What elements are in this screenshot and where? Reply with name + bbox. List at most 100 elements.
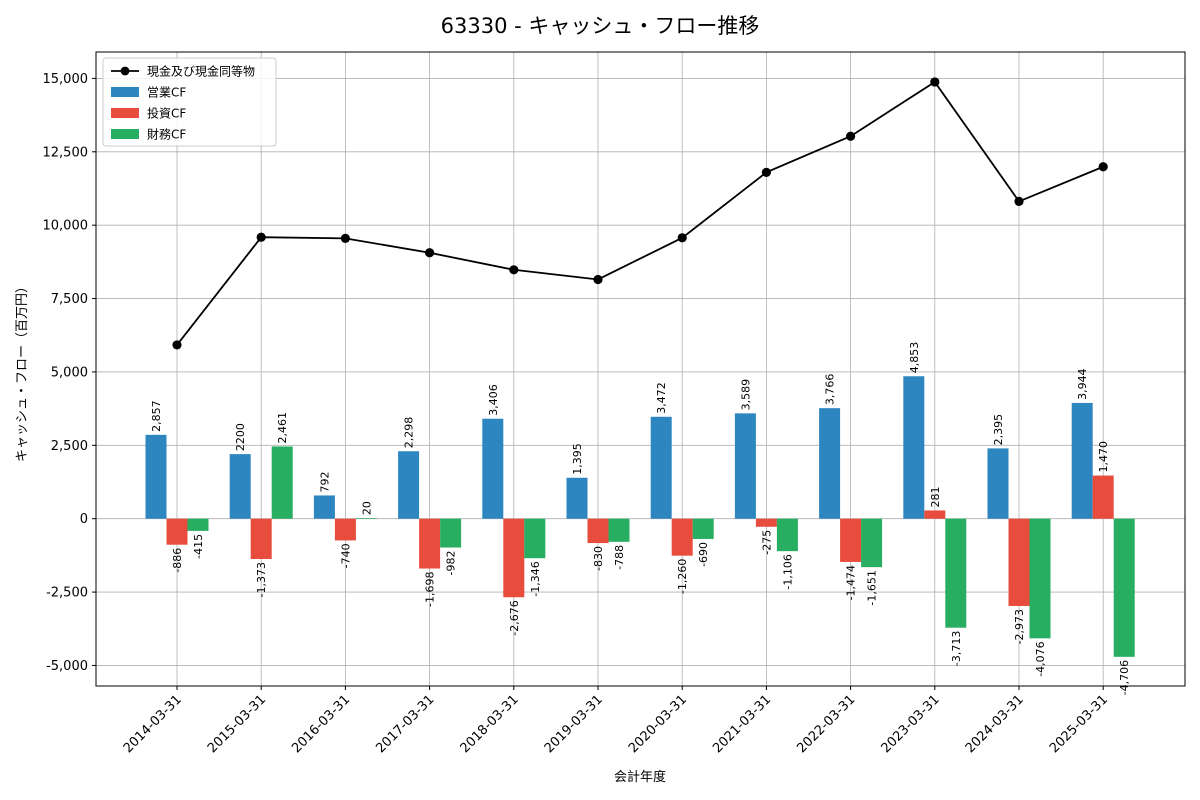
bar-operating-cf	[987, 448, 1009, 519]
cash-line-point	[761, 167, 772, 177]
cash-line-point	[593, 274, 603, 285]
bar-label-financing-cf: -1,651	[866, 570, 879, 605]
bar-label-investing-cf: -1,698	[424, 572, 437, 607]
bar-operating-cf	[566, 477, 588, 519]
bars	[145, 376, 1135, 657]
x-tick-label: 2018-03-31	[458, 692, 522, 756]
bar-financing-cf	[271, 446, 293, 519]
bar-label-operating-cf: 3,406	[487, 384, 500, 416]
legend-entry: 投資CF	[147, 106, 186, 121]
cash-line-point	[256, 232, 266, 242]
bar-label-financing-cf: -415	[192, 534, 205, 559]
bar-label-financing-cf: 20	[360, 501, 373, 515]
x-tick-label: 2024-03-31	[963, 692, 1027, 756]
bar-financing-cf	[524, 518, 546, 559]
cash-line-path	[176, 80, 1104, 346]
bar-financing-cf	[861, 518, 883, 568]
cash-line-point	[172, 340, 182, 350]
bar-investing-cf	[503, 518, 525, 598]
bar-financing-cf	[1113, 518, 1135, 657]
bar-operating-cf	[819, 408, 841, 519]
bar-label-operating-cf: 2200	[234, 423, 247, 451]
bar-financing-cf	[692, 518, 714, 539]
bar-operating-cf	[229, 454, 251, 519]
bar-investing-cf	[755, 518, 777, 527]
legend-entry: 営業CF	[147, 86, 186, 100]
x-tick-label: 2017-03-31	[373, 692, 437, 756]
y-tick-label: 7,500	[51, 292, 88, 307]
bar-operating-cf	[398, 451, 420, 519]
x-tick-label: 2016-03-31	[289, 692, 353, 756]
bar-label-investing-cf: -1,474	[845, 565, 858, 600]
bar-financing-cf	[1029, 518, 1051, 639]
cash-line	[172, 77, 1108, 350]
bar-label-investing-cf: -830	[592, 546, 605, 571]
legend-box	[102, 57, 277, 147]
bar-operating-cf	[145, 434, 167, 519]
x-tick-label: 2019-03-31	[542, 692, 606, 756]
cash-line-point	[1014, 196, 1024, 207]
bar-label-investing-cf: 1,470	[1097, 441, 1110, 473]
y-tick-label: -5,000	[46, 659, 88, 674]
bar-label-financing-cf: -982	[445, 551, 458, 576]
bar-label-investing-cf: -1,373	[255, 562, 268, 597]
x-tick-label: 2022-03-31	[794, 692, 858, 756]
plot-frame	[95, 51, 1186, 687]
bar-financing-cf	[776, 518, 798, 552]
bar-label-financing-cf: 2,461	[276, 412, 289, 444]
bar-label-financing-cf: -1,106	[781, 554, 794, 589]
y-tick-label: 10,000	[43, 219, 89, 234]
bar-label-investing-cf: -886	[171, 548, 184, 573]
bar-operating-cf	[650, 416, 672, 519]
x-tick-label: 2025-03-31	[1047, 692, 1111, 756]
chart-title: 63330 - キャッシュ・フロー推移	[441, 14, 760, 38]
bar-financing-cf	[187, 518, 209, 531]
cash-line-point	[846, 131, 856, 141]
x-tick-label: 2015-03-31	[205, 692, 269, 756]
bar-label-investing-cf: 281	[929, 486, 942, 507]
bar-label-financing-cf: -1,346	[529, 561, 542, 596]
bar-operating-cf	[313, 495, 335, 519]
y-tick-label: 12,500	[43, 145, 89, 160]
bar-financing-cf	[608, 518, 630, 542]
bar-labels: 2,857 2200 792 2,298 3,406 1,395 3,472 3,589 3,7…	[150, 342, 1131, 696]
bar-label-investing-cf: -740	[339, 543, 352, 568]
y-tick-label: -2,500	[46, 586, 88, 601]
legend-swatch	[111, 129, 139, 139]
bar-label-investing-cf: -275	[760, 530, 773, 555]
bar-label-operating-cf: 1,395	[571, 443, 584, 475]
bar-financing-cf	[945, 518, 967, 628]
bar-investing-cf	[1008, 518, 1030, 606]
y-axis-label: キャッシュ・フロー（百万円）	[15, 280, 30, 462]
bar-label-operating-cf: 3,944	[1076, 368, 1089, 400]
bar-label-operating-cf: 4,853	[908, 342, 921, 374]
x-tick-label: 2020-03-31	[626, 692, 690, 756]
bar-investing-cf	[166, 518, 188, 545]
x-tick-label: 2014-03-31	[121, 692, 185, 756]
bar-label-investing-cf: -1,260	[676, 559, 689, 594]
legend-entry: 現金及び現金同等物	[147, 64, 255, 79]
y-tick-label: 15,000	[43, 72, 89, 87]
bar-label-investing-cf: -2,973	[1013, 609, 1026, 644]
bar-label-operating-cf: 3,766	[824, 374, 837, 406]
bar-investing-cf	[671, 518, 693, 556]
cash-line-point	[425, 248, 435, 258]
legend-entry: 財務CF	[147, 127, 186, 142]
y-tick-label: 2,500	[51, 439, 88, 454]
bar-investing-cf	[1092, 475, 1114, 519]
bar-investing-cf	[250, 518, 272, 559]
bar-operating-cf	[482, 418, 504, 519]
bar-investing-cf	[587, 518, 609, 544]
cash-line-point	[930, 77, 940, 87]
bar-investing-cf	[924, 510, 946, 519]
y-axis: -5,000 -2,500 0 2,500 5,000 7,500 10,000 12,500…	[43, 72, 96, 674]
legend-swatch	[111, 108, 139, 118]
bar-label-financing-cf: -4,706	[1118, 660, 1131, 695]
cash-line-point	[1098, 162, 1108, 172]
x-axis: 2014-03-31 2015-03-31 2016-03-31 2017-03-31…	[121, 686, 1111, 756]
y-tick-label: 5,000	[51, 365, 88, 380]
cash-line-point	[340, 233, 350, 243]
bar-label-operating-cf: 2,395	[992, 414, 1005, 446]
x-tick-label: 2023-03-31	[879, 692, 943, 756]
